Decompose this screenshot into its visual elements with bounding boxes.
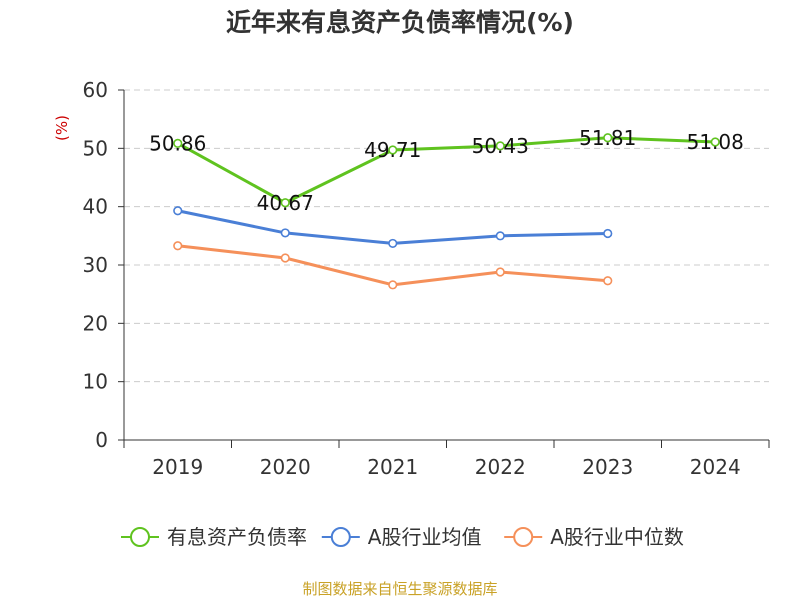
x-tick-label: 2020 [260, 455, 311, 479]
data-point [280, 228, 290, 238]
data-label: 50.86 [149, 131, 206, 155]
data-point [495, 231, 505, 241]
data-point [710, 137, 720, 147]
y-tick-label: 30 [83, 253, 108, 277]
data-point [173, 138, 183, 148]
series-line-3 [177, 244, 608, 287]
gridlines [124, 89, 769, 383]
x-tick-label: 2021 [367, 455, 418, 479]
data-labels: 50.86 40.67 49.71 50.43 51.81 51.08 [149, 126, 744, 215]
y-tick-label: 10 [83, 370, 108, 394]
legend-item[interactable]: A股行业中位数 [504, 525, 684, 549]
legend-marker-icon [130, 527, 150, 547]
data-point [280, 253, 290, 263]
y-tick-label: 50 [83, 136, 108, 160]
data-point [603, 276, 613, 286]
y-axis-unit-label: (%) [53, 115, 71, 141]
series-lines [173, 133, 720, 290]
x-tick-label: 2024 [690, 455, 741, 479]
data-point [603, 133, 613, 143]
legend-item[interactable]: A股行业均值 [321, 525, 482, 549]
legend-item[interactable]: 有息资产负债率 [121, 525, 307, 549]
data-point [388, 280, 398, 290]
y-tick-label: 0 [95, 428, 108, 452]
y-tick-label: 60 [83, 78, 108, 102]
legend-marker-icon [330, 527, 351, 547]
source-note: 制图数据来自恒生聚源数据库 [302, 580, 497, 598]
x-tick-label: 2022 [475, 455, 526, 479]
series-line-2 [177, 209, 608, 245]
data-label: 51.08 [687, 130, 744, 154]
data-label: 50.43 [472, 134, 529, 158]
data-label: 51.81 [579, 126, 636, 150]
data-point [173, 206, 183, 216]
x-tick-label: 2019 [152, 455, 203, 479]
data-point [495, 141, 505, 151]
legend-label: A股行业中位数 [550, 525, 684, 549]
data-point [173, 241, 183, 251]
data-label: 49.71 [364, 138, 421, 162]
data-point [388, 145, 398, 155]
legend-label: A股行业均值 [368, 525, 482, 549]
axes: 0 10 20 30 40 50 60 2019 2020 2021 2022 2023 2024 [83, 78, 770, 479]
legend-marker-icon [513, 527, 534, 547]
y-tick-label: 20 [83, 311, 108, 335]
series-line-1 [177, 136, 716, 205]
x-tick-label: 2023 [582, 455, 633, 479]
data-point [388, 238, 398, 249]
data-point [495, 267, 505, 277]
data-label: 40.67 [257, 191, 314, 215]
data-point [603, 228, 613, 239]
y-tick-label: 40 [83, 195, 108, 219]
chart-title: 近年来有息资产负债率情况(%) [226, 8, 574, 37]
legend: 有息资产负债率 A股行业均值 A股行业中位数 [121, 525, 684, 549]
legend-label: 有息资产负债率 [167, 525, 307, 549]
data-point [280, 198, 290, 208]
